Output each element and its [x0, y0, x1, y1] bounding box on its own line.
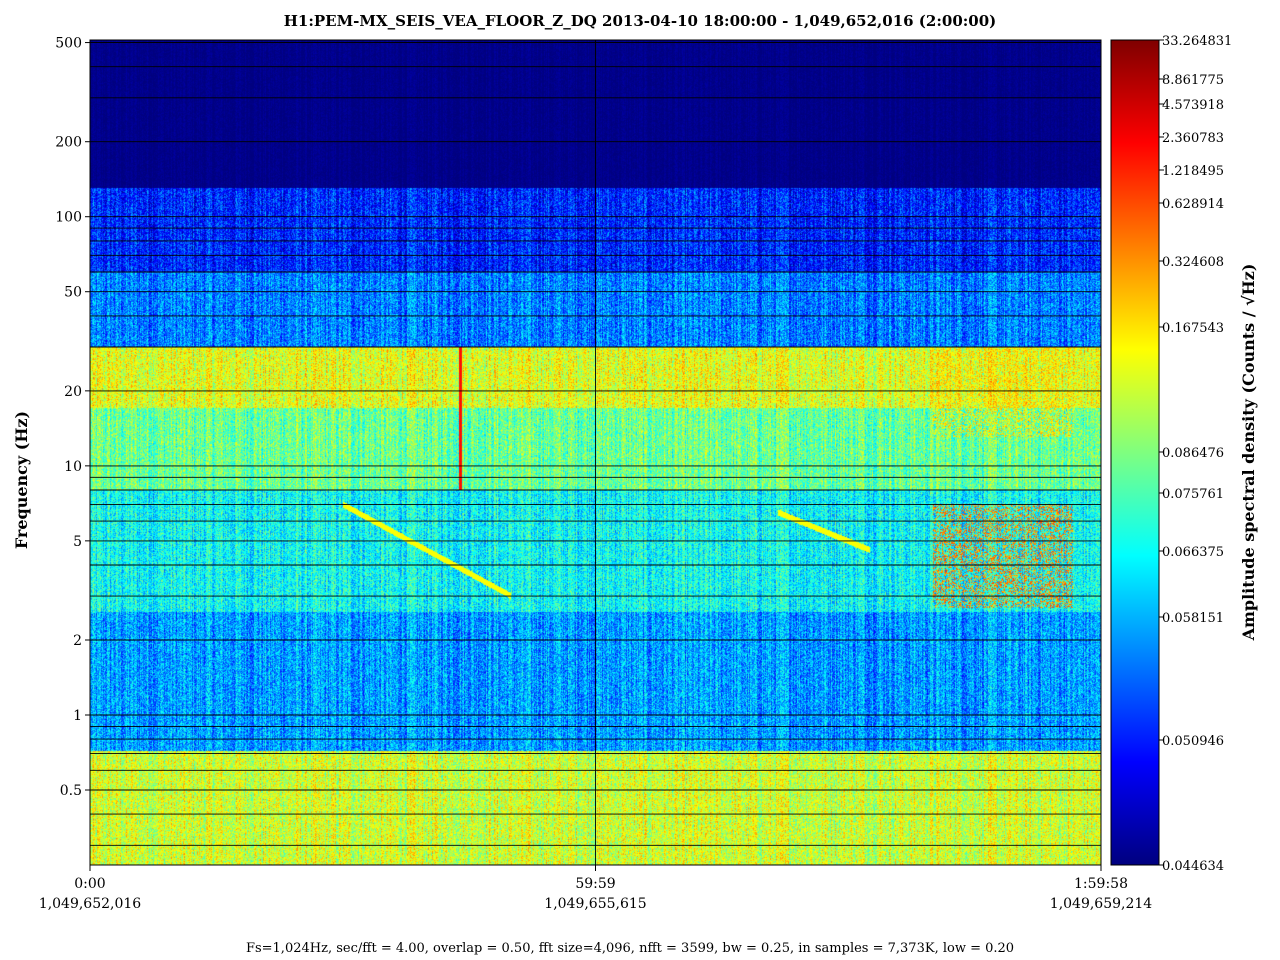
colorbar-tick-label: 0.058151 [1162, 611, 1224, 626]
colorbar-tick-label: 0.066375 [1162, 545, 1224, 560]
y-tick-label: 100 [55, 210, 82, 226]
y-axis-label: Frequency (Hz) [12, 411, 31, 549]
chart-title: H1:PEM-MX_SEIS_VEA_FLOOR_Z_DQ 2013-04-10… [284, 12, 997, 30]
footer-parameters: Fs=1,024Hz, sec/fft = 4.00, overlap = 0.… [246, 941, 1014, 956]
y-tick-label: 2 [73, 633, 82, 649]
x-tick-label: 0:00 [74, 876, 105, 892]
x-tick-gps-label: 1,049,659,214 [1050, 896, 1153, 912]
y-tick-label: 20 [64, 384, 82, 400]
x-tick-gps-label: 1,049,652,016 [39, 896, 142, 912]
y-tick-label: 10 [64, 459, 82, 475]
x-tick-label: 59:59 [575, 876, 615, 892]
colorbar-tick-label: 1.218495 [1162, 164, 1224, 179]
y-tick-label: 1 [73, 708, 82, 724]
y-tick-label: 5 [73, 534, 82, 550]
y-axis-ticks: 500 200 100 50 20 10 5 2 1 0.5 [55, 36, 90, 799]
colorbar-tick-label: 2.360783 [1162, 131, 1224, 146]
colorbar-tick-label: 0.050946 [1162, 734, 1224, 749]
colorbar-ticks: 33.264831 8.861775 4.573918 2.360783 1.21849… [1159, 34, 1232, 874]
colorbar-tick-label: 0.044634 [1162, 859, 1224, 874]
colorbar-tick-label: 8.861775 [1162, 73, 1224, 88]
colorbar-tick-label: 33.264831 [1162, 34, 1232, 49]
grid-lines [89, 40, 1102, 865]
colorbar-tick-label: 0.628914 [1162, 197, 1224, 212]
x-axis-ticks: 0:00 1,049,652,016 59:59 1,049,655,615 1:59:… [39, 865, 1153, 912]
y-tick-label: 50 [64, 285, 82, 301]
y-tick-label: 500 [55, 36, 82, 52]
colorbar-label: Amplitude spectral density (Counts / √Hz… [1239, 264, 1258, 642]
x-tick-gps-label: 1,049,655,615 [544, 896, 646, 912]
y-tick-label: 200 [55, 135, 82, 151]
x-tick-label: 1:59:58 [1074, 876, 1128, 892]
y-tick-label: 0.5 [60, 783, 82, 799]
colorbar-tick-label: 0.324608 [1162, 255, 1224, 270]
colorbar-tick-label: 0.167543 [1162, 321, 1224, 336]
colorbar-tick-label: 0.086476 [1162, 446, 1224, 461]
colorbar-tick-label: 0.075761 [1162, 487, 1224, 502]
colorbar-tick-label: 4.573918 [1162, 98, 1224, 113]
colorbar [1110, 39, 1160, 866]
